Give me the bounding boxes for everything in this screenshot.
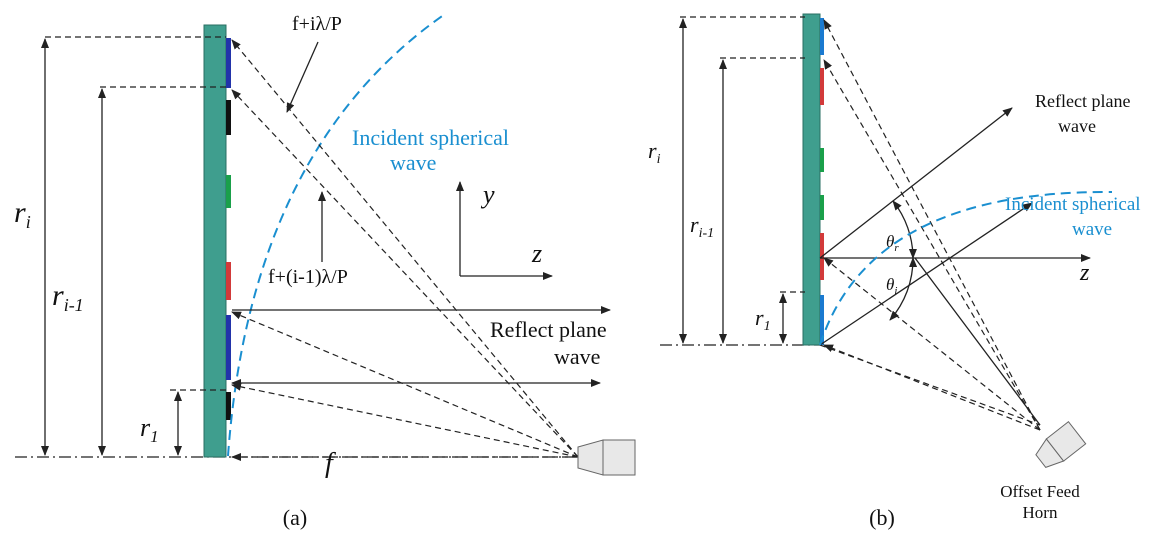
ray (232, 40, 578, 457)
element (820, 148, 824, 172)
label-ri1: ri-1 (690, 212, 714, 241)
text-part: 1 (150, 427, 159, 446)
incident-axis (915, 258, 1040, 425)
element (226, 262, 231, 300)
text-part: r (894, 242, 899, 254)
reflect-label: wave (554, 344, 600, 369)
label-f: f (325, 448, 336, 479)
incident-label: wave (390, 150, 436, 175)
ray (820, 345, 1040, 425)
ray (824, 60, 1040, 430)
formula-mid: f+(i-1)λ/P (268, 266, 348, 288)
horn-body (603, 440, 635, 475)
text-part: 1 (764, 319, 771, 334)
figure: ri ri-1 r1 f y z f+iλ/P f+(i-1)λ/P Incid… (0, 0, 1160, 533)
formula-top: f+iλ/P (292, 13, 342, 35)
reflect-label: Reflect plane (1035, 91, 1130, 111)
incident-label: wave (1072, 219, 1112, 240)
element (226, 175, 231, 208)
label-ri: ri (648, 138, 661, 167)
label-r1: r1 (755, 305, 771, 334)
caption-a: (a) (283, 505, 307, 530)
incident-label: Incident spherical (1005, 194, 1141, 215)
label-r1: r1 (140, 413, 159, 446)
reflect-label: Reflect plane (490, 317, 607, 342)
element (226, 315, 231, 380)
caption-b: (b) (869, 505, 895, 530)
element (820, 68, 824, 105)
text-part: r (14, 196, 26, 229)
element (820, 195, 824, 220)
ray (232, 385, 578, 457)
horn (578, 440, 603, 475)
panel-b: ri ri-1 r1 z θr θi Reflect plane wave In… (648, 14, 1141, 530)
label-ri1: ri-1 (52, 279, 84, 315)
reflectarray-board (204, 25, 226, 457)
text-part: r (52, 279, 64, 312)
panel-a: ri ri-1 r1 f y z f+iλ/P f+(i-1)λ/P Incid… (14, 13, 635, 530)
text-part: θ (886, 275, 894, 294)
element (226, 38, 231, 88)
text-part: i-1 (64, 295, 84, 315)
label-ri: ri (14, 196, 31, 232)
element (226, 392, 231, 420)
axis-y-label: y (480, 180, 495, 209)
reflect-label: wave (1058, 116, 1096, 136)
feed-label: Horn (1023, 503, 1058, 522)
reflectarray-board (803, 14, 820, 345)
element (820, 18, 824, 55)
ray (824, 345, 1040, 430)
axis-z-label: z (1079, 260, 1090, 286)
incident-label: Incident spherical (352, 125, 509, 150)
text-part: i (894, 285, 897, 297)
text-part: i-1 (699, 226, 715, 241)
theta-r: θr (886, 232, 899, 254)
axis-z-label: z (531, 239, 542, 268)
element (226, 100, 231, 135)
ray (824, 20, 1040, 430)
feed-label: Offset Feed (1000, 482, 1080, 501)
incident-wave (228, 14, 445, 456)
text-part: i (657, 152, 661, 167)
ray (824, 258, 1040, 430)
theta-i: θi (886, 275, 897, 297)
pointer (287, 42, 318, 112)
text-part: i (26, 212, 31, 232)
text-part: θ (886, 232, 894, 251)
